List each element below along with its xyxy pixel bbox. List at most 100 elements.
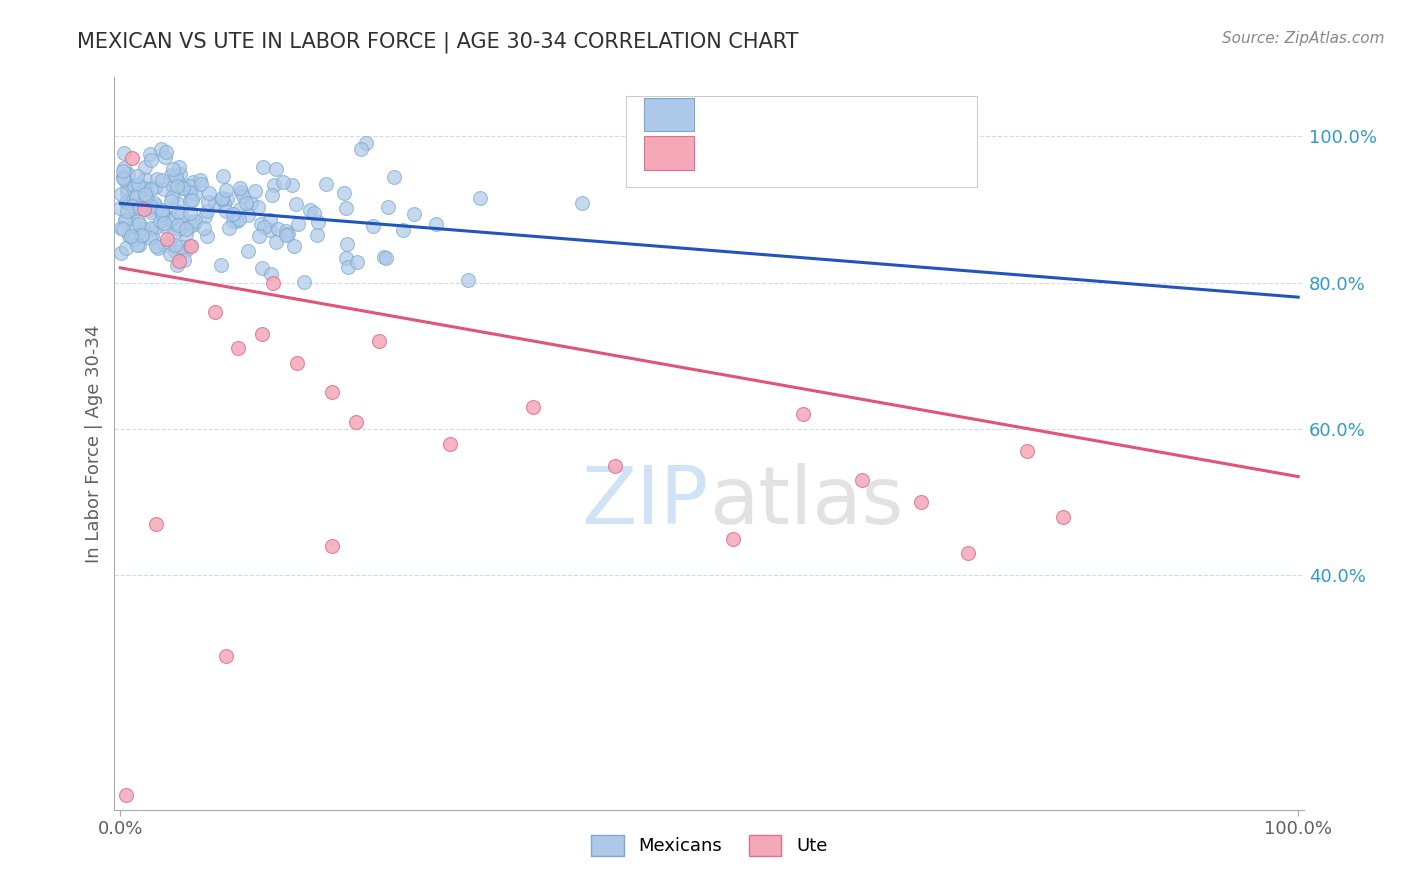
Point: [143, 196, 166, 211]
Point: [305, 228, 328, 243]
Point: [121, 199, 143, 213]
Point: [236, 244, 259, 258]
Point: [292, 275, 315, 289]
Point: [285, 356, 308, 370]
Point: [259, 268, 281, 282]
Point: [139, 153, 162, 167]
Point: [184, 214, 207, 228]
Point: [457, 273, 479, 287]
Point: [402, 206, 425, 220]
Point: [132, 221, 155, 235]
Point: [214, 183, 236, 197]
Point: [150, 172, 173, 186]
Point: [247, 200, 270, 214]
Point: [162, 228, 184, 243]
Point: [181, 193, 204, 207]
Point: [240, 196, 263, 211]
Legend: Mexicans, Ute: Mexicans, Ute: [583, 828, 835, 863]
Point: [332, 186, 354, 200]
Point: [321, 385, 343, 400]
Point: [392, 222, 415, 236]
Point: [174, 244, 197, 258]
Point: [228, 212, 250, 227]
Point: [152, 207, 174, 221]
Point: [190, 172, 212, 186]
Point: [276, 224, 298, 238]
Point: [298, 202, 321, 217]
Point: [181, 175, 204, 189]
Point: [112, 171, 135, 186]
Point: [167, 221, 190, 235]
Point: [194, 209, 217, 223]
Point: [211, 190, 233, 204]
Point: [156, 231, 179, 245]
Point: [110, 187, 132, 202]
Point: [110, 201, 132, 215]
Point: [851, 473, 873, 487]
Point: [132, 202, 155, 217]
Point: [184, 186, 207, 201]
Point: [167, 218, 190, 232]
Point: [153, 238, 176, 252]
FancyBboxPatch shape: [644, 136, 693, 170]
Point: [128, 217, 150, 231]
Point: [111, 170, 134, 185]
Point: [110, 245, 132, 260]
Point: [145, 517, 167, 532]
Point: [243, 185, 266, 199]
Point: [957, 546, 980, 560]
Point: [229, 202, 252, 216]
Point: [114, 195, 136, 210]
Point: [115, 788, 138, 802]
Point: [152, 216, 174, 230]
Point: [304, 205, 326, 219]
Point: [122, 197, 145, 211]
Point: [111, 169, 134, 184]
Point: [112, 161, 135, 175]
Point: [603, 458, 626, 473]
Point: [160, 194, 183, 208]
Point: [276, 227, 298, 242]
Point: [174, 222, 197, 236]
Point: [167, 204, 190, 219]
Point: [283, 239, 305, 253]
Point: [155, 219, 177, 234]
Point: [160, 190, 183, 204]
Point: [1052, 509, 1074, 524]
Point: [335, 201, 357, 215]
Point: [259, 223, 281, 237]
Point: [267, 222, 290, 236]
Point: [159, 168, 181, 182]
Point: [181, 219, 204, 233]
Point: [139, 202, 162, 216]
Point: [152, 207, 174, 221]
Point: [112, 145, 135, 160]
Point: [190, 177, 212, 191]
Point: [382, 169, 405, 184]
Point: [122, 218, 145, 232]
Point: [139, 221, 162, 235]
Point: [122, 201, 145, 215]
Point: [159, 212, 181, 227]
Text: R = -0.713   N = 198: R = -0.713 N = 198: [706, 105, 910, 123]
Point: [250, 217, 273, 231]
Point: [247, 228, 270, 243]
Point: [143, 180, 166, 194]
Point: [373, 250, 395, 264]
Point: [146, 172, 169, 186]
Point: [197, 194, 219, 209]
Point: [195, 229, 218, 244]
Point: [145, 220, 167, 235]
Point: [150, 142, 173, 156]
Text: atlas: atlas: [709, 463, 904, 541]
Point: [124, 202, 146, 217]
Point: [235, 195, 257, 210]
Point: [131, 194, 153, 209]
Point: [221, 213, 243, 227]
Point: [134, 171, 156, 186]
Point: [179, 186, 201, 200]
Point: [139, 182, 162, 196]
Point: [129, 228, 152, 243]
Point: [141, 228, 163, 243]
Point: [150, 203, 173, 218]
